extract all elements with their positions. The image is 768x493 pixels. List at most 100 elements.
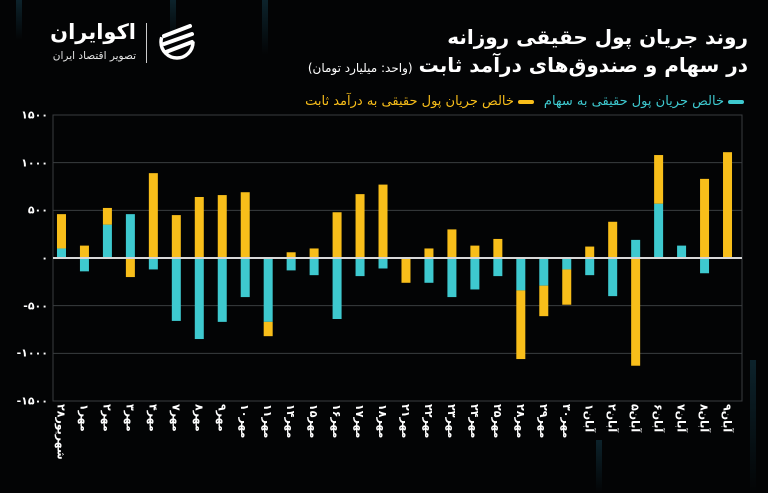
bar-fixed-income	[723, 152, 733, 258]
title-line-2: در سهام و صندوق‌های درآمد ثابت (واحد: میل…	[308, 50, 748, 83]
legend-label-fixed-income: خالص جریان پول حقیقی به درآمد ثابت	[305, 94, 514, 109]
bar-fixed-income	[654, 155, 664, 204]
bar-stocks	[654, 203, 664, 258]
bar-stocks	[56, 248, 66, 258]
bar-fixed-income	[171, 215, 181, 258]
bar-stocks	[125, 214, 135, 258]
bar-fixed-income	[309, 248, 319, 258]
background-streak	[596, 440, 602, 493]
background-streak	[262, 0, 268, 55]
x-tick-label: آبان۸	[697, 404, 711, 433]
brand-tagline: تصویر اقتصاد ایران	[52, 50, 136, 62]
bar-stocks	[424, 258, 434, 283]
y-tick-label: ۱۰۰۰	[21, 156, 48, 170]
x-tick-label: مهر۷	[169, 404, 183, 432]
bar-stocks	[240, 258, 250, 298]
x-tick-label: مهر۹	[215, 404, 229, 432]
logo-divider	[146, 23, 147, 63]
bar-fixed-income	[631, 258, 641, 366]
bar-stocks	[102, 224, 112, 258]
bar-stocks	[470, 258, 480, 290]
x-tick-label: مهر۱۷	[353, 404, 367, 439]
y-tick-label: -۱۵۰۰	[16, 394, 48, 408]
bar-fixed-income	[470, 245, 480, 258]
bar-fixed-income	[562, 269, 572, 305]
bar-stocks	[608, 258, 618, 297]
x-tick-label: مهر۱۴	[284, 404, 298, 439]
x-tick-label: مهر۳	[123, 404, 137, 432]
bar-stocks	[217, 258, 227, 322]
brand-logo: اکوایران تصویر اقتصاد ایران	[18, 20, 195, 70]
bar-stocks	[700, 258, 710, 274]
x-tick-label: مهر۱۶	[330, 404, 344, 439]
legend-item-fixed-income: خالص جریان پول حقیقی به درآمد ثابت	[305, 94, 534, 109]
bar-fixed-income	[79, 245, 89, 258]
bar-fixed-income	[332, 212, 342, 258]
bar-stocks	[562, 258, 572, 270]
bar-fixed-income	[585, 246, 595, 258]
x-tick-label: مهر۲۱	[398, 404, 412, 439]
bar-fixed-income	[447, 229, 457, 258]
bar-stocks	[378, 258, 388, 269]
bar-stocks	[631, 239, 641, 258]
y-tick-label: ۵۰۰	[27, 203, 48, 217]
bar-fixed-income	[125, 258, 135, 278]
bar-fixed-income	[424, 248, 434, 258]
bar-stocks	[539, 258, 549, 286]
title-line-1: روند جریان پول حقیقی روزانه	[447, 25, 748, 49]
legend-label-stocks: خالص جریان پول حقیقی به سهام	[543, 94, 724, 109]
bar-fixed-income	[240, 192, 250, 258]
x-tick-label: مهر۲۲	[421, 404, 435, 439]
legend-swatch-stocks	[728, 99, 744, 104]
bar-stocks	[585, 258, 595, 276]
ecoiran-logo-icon	[159, 24, 195, 60]
bar-stocks	[355, 258, 365, 277]
x-tick-label: مهر۴	[146, 404, 160, 432]
background-streak	[170, 0, 176, 40]
x-tick-label: مهر۲۹	[536, 404, 550, 439]
bar-stocks	[677, 245, 687, 258]
bar-fixed-income	[217, 195, 227, 258]
x-tick-label: مهر۲۵	[490, 404, 504, 439]
x-tick-label: مهر۸	[192, 404, 206, 432]
bar-fixed-income	[102, 207, 112, 225]
bar-fixed-income	[355, 194, 365, 258]
chart-title: روند جریان پول حقیقی روزانه در سهام و صن…	[308, 24, 748, 83]
bar-stocks	[171, 258, 181, 321]
bar-stocks	[332, 258, 342, 320]
x-tick-label: مهر۲۸	[513, 404, 527, 439]
x-tick-label: آبان۵	[628, 404, 642, 433]
x-tick-label: آبان۷	[674, 404, 688, 433]
bar-fixed-income	[194, 196, 204, 258]
bar-stocks	[263, 258, 273, 322]
bar-stocks	[516, 258, 526, 291]
bar-fixed-income	[608, 221, 618, 258]
y-tick-label: ۱۵۰۰	[21, 108, 48, 122]
x-tick-label: مهر۲۴	[467, 404, 481, 439]
unit-label: (واحد: میلیارد تومان)	[307, 61, 413, 75]
title-line-2-text: در سهام و صندوق‌های درآمد ثابت	[418, 53, 748, 77]
x-tick-label: آبان۹	[720, 404, 734, 433]
x-tick-label: آبان۱	[582, 404, 596, 433]
bar-fixed-income	[263, 321, 273, 337]
x-tick-label: مهر۳۰	[559, 404, 573, 439]
x-tick-label: شهریور۲۸	[54, 404, 68, 460]
bar-stocks	[79, 258, 89, 272]
background-streak	[16, 0, 22, 40]
x-tick-label: مهر۱	[77, 404, 91, 432]
bar-fixed-income	[148, 173, 158, 258]
bar-fixed-income	[378, 184, 388, 258]
bar-fixed-income	[516, 290, 526, 360]
bar-stocks	[286, 258, 296, 271]
bar-fixed-income	[286, 252, 296, 258]
bar-stocks	[194, 258, 204, 340]
x-tick-label: آبان۶	[651, 404, 665, 433]
background-streak	[750, 360, 756, 493]
x-tick-label: آبان۲	[605, 404, 619, 433]
x-tick-label: مهر۱۸	[376, 404, 390, 439]
bar-stocks	[493, 258, 503, 277]
x-tick-label: مهر۲	[100, 404, 114, 432]
bar-fixed-income	[401, 258, 411, 283]
